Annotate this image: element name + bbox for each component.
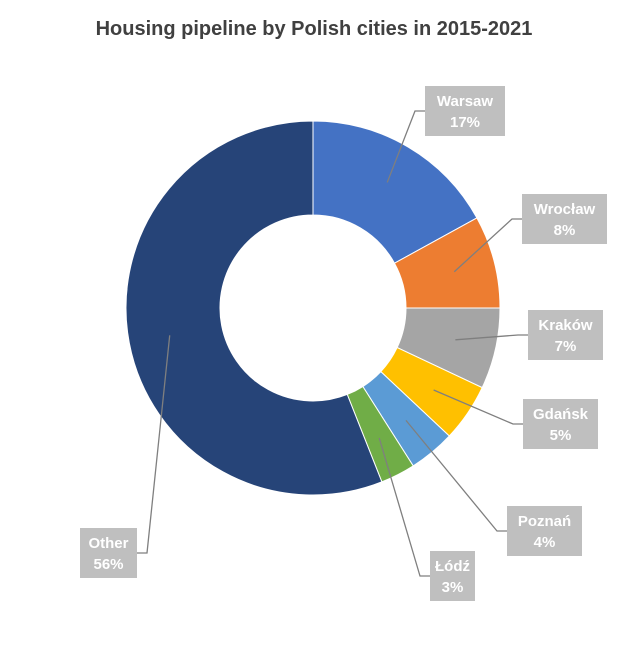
data-label-category-other: Other [88, 535, 128, 552]
data-label-other: Other 56% [80, 528, 137, 578]
data-label-poznan: Poznań 4% [507, 506, 582, 556]
data-label-wroclaw: Wrocław 8% [522, 194, 607, 244]
data-label-box-gdansk [523, 399, 598, 449]
leader-line-lodz [378, 437, 430, 577]
leader-line-wroclaw [453, 218, 522, 273]
data-labels-layer: Warsaw 17% Wrocław 8% Kraków 7% Gdańsk 5% Poznań… [80, 86, 607, 601]
data-label-box-other [80, 528, 137, 578]
leader-line-warsaw [386, 110, 425, 183]
data-label-box-krakow [528, 310, 603, 360]
data-label-lodz: Łódź 3% [430, 551, 475, 601]
data-label-value-lodz: 3% [442, 579, 464, 596]
leader-line-krakow [455, 334, 528, 341]
data-label-category-krakow: Kraków [538, 317, 593, 334]
data-label-value-other: 56% [93, 556, 123, 573]
slices-layer [125, 120, 501, 496]
data-label-value-wroclaw: 8% [554, 222, 576, 239]
leader-line-poznan [405, 419, 507, 532]
data-label-warsaw: Warsaw 17% [425, 86, 505, 136]
chart-title: Housing pipeline by Polish cities in 201… [95, 18, 533, 40]
leader-lines-layer [137, 110, 528, 577]
data-label-value-krakow: 7% [555, 338, 577, 355]
data-label-category-poznan: Poznań [518, 513, 571, 530]
data-label-category-wroclaw: Wrocław [534, 201, 596, 218]
leader-line-other [137, 335, 171, 554]
data-label-box-poznan [507, 506, 582, 556]
data-label-value-poznan: 4% [534, 534, 556, 551]
slice-other [125, 120, 383, 496]
data-label-category-gdansk: Gdańsk [533, 406, 589, 423]
data-label-box-lodz [430, 551, 475, 601]
slice-warsaw [312, 120, 478, 264]
data-label-value-warsaw: 17% [450, 114, 480, 131]
data-label-box-wroclaw [522, 194, 607, 244]
leader-line-gdansk [433, 389, 523, 425]
data-label-category-warsaw: Warsaw [437, 93, 493, 110]
data-label-krakow: Kraków 7% [528, 310, 603, 360]
data-label-value-gdansk: 5% [550, 427, 572, 444]
data-label-gdansk: Gdańsk 5% [523, 399, 598, 449]
data-label-category-lodz: Łódź [435, 558, 470, 575]
data-label-box-warsaw [425, 86, 505, 136]
